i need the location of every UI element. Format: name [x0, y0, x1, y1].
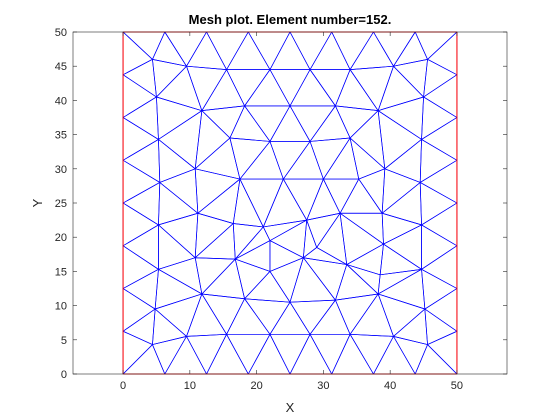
x-tick-label: 20 [250, 380, 262, 392]
x-tick-label: 0 [120, 380, 126, 392]
x-tick-label: 30 [317, 380, 329, 392]
y-tick-label: 0 [61, 369, 67, 381]
x-axis-ticks: 0 10 20 30 40 50 [120, 32, 463, 392]
chart-title: Mesh plot. Element number=152. [189, 12, 392, 27]
y-tick-label: 20 [55, 232, 67, 244]
x-tick-label: 40 [384, 380, 396, 392]
y-tick-label: 25 [55, 198, 67, 210]
y-tick-label: 35 [55, 130, 67, 142]
y-tick-label: 10 [55, 301, 67, 313]
x-tick-label: 10 [184, 380, 196, 392]
y-tick-label: 40 [55, 95, 67, 107]
x-tick-label: 50 [451, 380, 463, 392]
axes-background [73, 32, 507, 374]
y-tick-label: 5 [61, 335, 67, 347]
y-tick-label: 30 [55, 164, 67, 176]
x-axis-label: X [286, 400, 295, 415]
y-axis-label: Y [30, 198, 45, 207]
y-tick-label: 45 [55, 61, 67, 73]
y-tick-label: 15 [55, 266, 67, 278]
y-tick-label: 50 [55, 27, 67, 39]
y-axis-ticks: 0 5 10 15 20 25 30 35 40 45 50 [55, 27, 507, 381]
